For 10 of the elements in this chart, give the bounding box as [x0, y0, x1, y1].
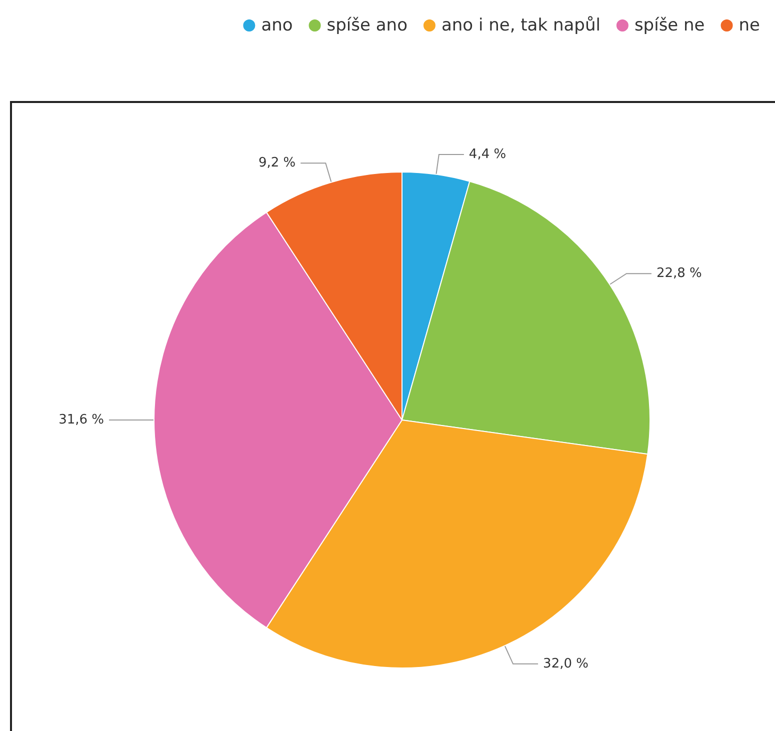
data-label: 32,0 %: [543, 656, 588, 672]
legend-label: ne: [738, 16, 760, 36]
data-label: 4,4 %: [468, 147, 506, 162]
legend-label: ano i ne, tak napůl: [441, 16, 600, 36]
data-label: 22,8 %: [656, 266, 702, 282]
legend-label: spíše ano: [326, 16, 408, 36]
data-label: 31,6 %: [58, 412, 104, 428]
data-label: 9,2 %: [258, 156, 296, 171]
legend-label: ano: [261, 16, 293, 36]
legend-label: spíše ne: [634, 16, 705, 36]
